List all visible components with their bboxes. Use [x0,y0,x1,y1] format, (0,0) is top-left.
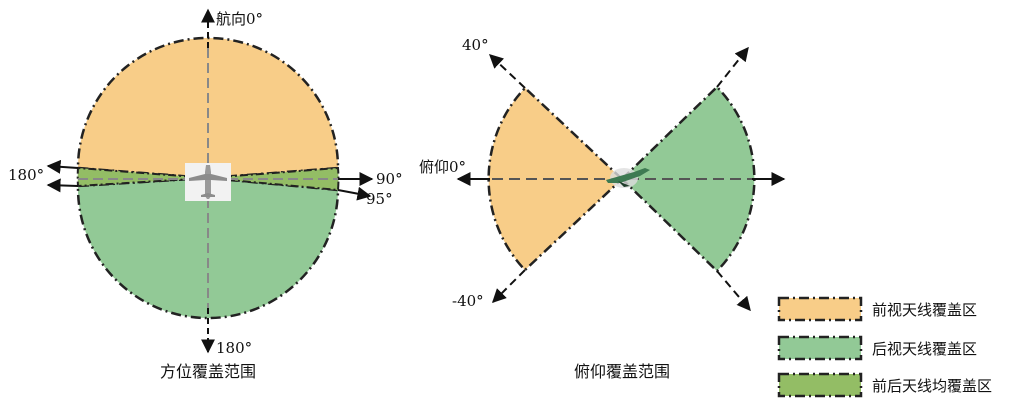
elevation-zero-label: 俯仰0° [419,158,466,176]
legend-label-rear: 后视天线覆盖区 [872,340,977,358]
aircraft-side-view-icon [606,168,650,188]
legend-label-both: 前后天线均覆盖区 [872,377,992,395]
diag-lower-left-arrow [492,269,526,303]
legend-item-both: 前后天线均覆盖区 [777,372,992,398]
elevation-40-label: 40° [462,36,489,54]
legend: 前视天线覆盖区 后视天线覆盖区 前后天线均覆盖区 [777,296,992,398]
left-arrow-lower [46,178,79,193]
legend-label-front: 前视天线覆盖区 [872,301,977,319]
front-elevation-sector [487,86,624,272]
azimuth-diagram: 航向0° 180° 90° 95° 180° 方位覆盖范围 [8,8,403,381]
heading-label: 航向0° [216,10,263,28]
diag-lower-right-arrow [716,270,751,312]
legend-item-front: 前视天线覆盖区 [777,296,977,322]
left-arrow-upper [46,159,79,174]
elevation-minus40-label: -40° [452,292,484,310]
diag-upper-right-arrow [716,46,749,88]
elevation-diagram: 40° 俯仰0° -40° 俯仰覆盖范围 [419,36,786,381]
azimuth-caption: 方位覆盖范围 [160,362,256,381]
right-90-label: 90° [376,170,403,188]
right-arrow-lower [337,186,372,201]
bottom-180-label: 180° [216,339,252,357]
aircraft-top-view-icon [185,163,231,201]
legend-item-rear: 后视天线覆盖区 [777,335,977,361]
left-180-label: 180° [8,166,44,184]
right-95-label: 95° [366,190,393,208]
elevation-caption: 俯仰覆盖范围 [574,362,670,381]
diag-upper-left-arrow [488,54,526,89]
